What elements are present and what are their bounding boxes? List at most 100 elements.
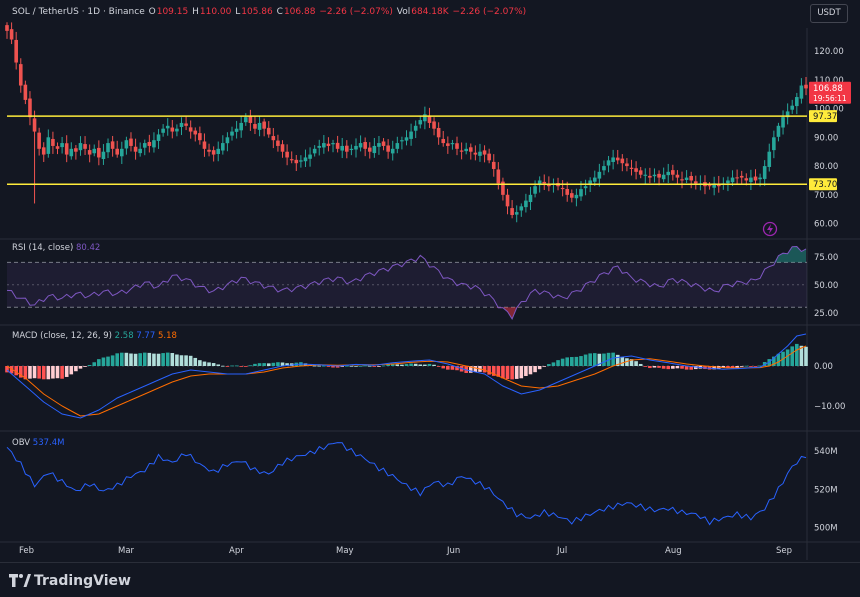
candle-body [188,127,193,132]
price-tick-label: 60.00 [814,220,838,230]
candle-body [147,141,152,146]
candle-body [505,194,510,207]
rsi-legend[interactable]: RSI (14, close) 80.42 [12,243,100,253]
macd-histogram-bar [501,366,505,379]
candle-body [735,177,739,179]
candle [152,132,156,153]
candle [542,174,547,190]
candle-body [450,143,455,145]
macd-histogram-bar [175,354,179,366]
candle-body [211,150,216,155]
time-axis-label: Sep [776,546,792,556]
candle [657,170,661,186]
candle-body [395,143,400,149]
candle-body [179,122,184,127]
candle-body [193,130,198,135]
macd-histogram-bar [625,358,629,366]
candle [266,121,271,138]
candle-body [432,121,436,129]
obv-legend[interactable]: OBV 537.4M [12,438,64,448]
candle-body [156,134,161,141]
candle-body [629,167,634,169]
time-axis-label: Jun [446,546,460,556]
macd-histogram-bar [671,366,675,369]
candle-body [299,160,303,162]
candle [505,188,510,215]
candle [781,110,785,135]
candle [165,118,170,136]
candle [381,138,386,151]
macd-histogram-bar [804,346,808,366]
candle-body [693,181,698,184]
macd-histogram-bar [28,366,32,379]
macd-histogram-bar [570,357,574,366]
candle-body [634,168,638,172]
candle-body [753,176,758,181]
macd-histogram-bar [510,366,514,380]
candle-body [570,193,574,198]
time-axis-label: May [336,546,354,556]
macd-histogram-bar [331,366,335,368]
price-tick-label: 120.00 [814,47,844,57]
candle [326,137,331,152]
candle [41,142,46,162]
candle-body [427,115,432,123]
macd-histogram-bar [14,366,18,376]
candle-body [74,148,78,152]
candle [129,132,133,152]
currency-button[interactable]: USDT [810,4,848,23]
macd-histogram-bar [303,363,308,366]
candle-body [519,206,524,211]
macd-histogram-bar [744,365,749,367]
brand-name[interactable]: TradingView [34,573,131,589]
macd-histogram-bar [597,353,602,366]
candle [97,140,101,166]
macd-histogram-bar [400,364,404,366]
macd-histogram-bar [583,354,588,366]
chart-canvas[interactable]: 120.00 110.00 100.00 90.00 80.00 70.00 60.00 97… [0,0,860,562]
candle-body [92,148,97,154]
symbol-title[interactable]: SOL / TetherUS · 1D · Binance [12,7,145,17]
candle-body [253,124,257,129]
candle [753,169,758,185]
level-price-tag [809,178,837,191]
macd-histogram-bar [266,363,271,366]
candle [459,142,464,160]
macd-histogram-bar [629,359,634,366]
macd-histogram-bar [588,353,592,366]
macd-histogram-bar [790,346,795,366]
macd-histogram-bar [776,353,781,366]
candle [161,124,165,137]
candle [156,129,161,149]
candle [377,135,381,155]
macd-histogram-bar [436,366,441,367]
macd-histogram-bar [60,366,64,379]
candle [32,110,37,204]
macd-histogram-bar [450,366,455,370]
candle-body [560,187,565,190]
candle [404,130,409,146]
candle-body [726,180,730,184]
candle [276,134,280,152]
candle [400,136,404,150]
candle-body [262,121,266,129]
macd-histogram-bar [537,366,542,370]
candle-body [170,127,175,132]
candle [799,78,804,104]
macd-legend[interactable]: MACD (close, 12, 26, 9) 2.58 7.77 5.18 [12,331,177,341]
macd-histogram-bar [675,366,680,369]
candle [239,115,243,138]
price-change: −2.26 (−2.07%) [319,7,393,17]
candle [418,115,423,129]
rsi-tick-label: 25.00 [814,309,838,319]
candle [395,136,400,154]
candle [106,138,110,159]
candle [560,180,565,197]
candle-body [221,143,225,151]
macd-histogram-bar [638,363,643,366]
tradingview-logo-icon [9,574,31,587]
obv-tick-label: 500M [814,524,838,534]
macd-histogram-bar [602,353,606,366]
candle-body [23,84,28,100]
candle [211,146,216,162]
